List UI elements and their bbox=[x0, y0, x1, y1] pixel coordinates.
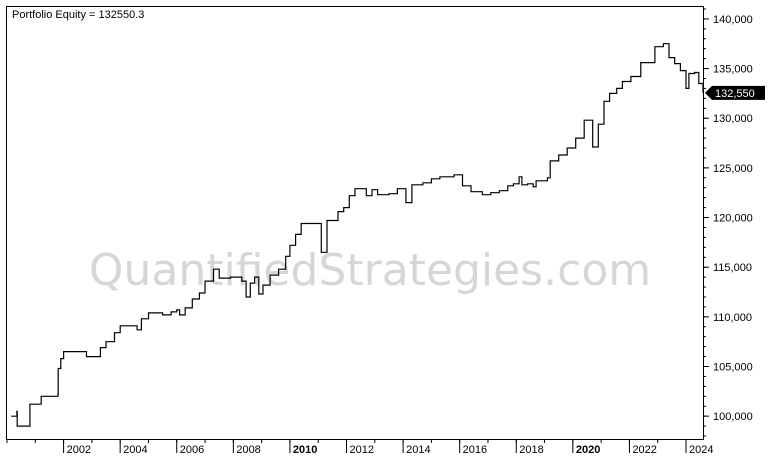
x-tick-label: 2020 bbox=[576, 444, 600, 456]
y-tick-label: 100,000 bbox=[713, 411, 753, 423]
last-value-badge bbox=[705, 85, 765, 100]
x-tick-label: 2012 bbox=[350, 444, 374, 456]
y-tick-label: 140,000 bbox=[713, 14, 753, 26]
y-axis: 100,000 105,000 110,000 115,000 120,000 125,0… bbox=[703, 8, 753, 437]
equity-series-line bbox=[11, 43, 704, 427]
last-value-marker: 132,550 bbox=[705, 85, 765, 100]
series-group bbox=[11, 43, 704, 427]
x-tick-label: 2024 bbox=[689, 444, 713, 456]
x-axis: 2002 2004 2006 2008 2010 2012 2014 2016 2018 2020… bbox=[6, 439, 714, 456]
x-tick-label: 2006 bbox=[180, 444, 204, 456]
x-tick-label: 2004 bbox=[123, 444, 147, 456]
x-tick-label: 2008 bbox=[236, 444, 260, 456]
y-tick-label: 135,000 bbox=[713, 64, 753, 76]
x-tick-label: 2010 bbox=[293, 444, 317, 456]
x-tick-label: 2016 bbox=[463, 444, 487, 456]
y-tick-label: 110,000 bbox=[713, 312, 752, 324]
y-tick-label: 130,000 bbox=[713, 113, 753, 125]
y-tick-label: 105,000 bbox=[713, 362, 753, 374]
y-tick-label: 125,000 bbox=[713, 163, 753, 175]
x-tick-label: 2014 bbox=[406, 444, 430, 456]
chart-title: Portfolio Equity = 132550.3 bbox=[12, 9, 144, 21]
x-tick-label: 2002 bbox=[67, 444, 91, 456]
last-value-label: 132,550 bbox=[715, 88, 755, 100]
x-tick-label: 2022 bbox=[632, 444, 656, 456]
plot-area-frame bbox=[6, 6, 704, 440]
x-tick-label: 2018 bbox=[519, 444, 543, 456]
watermark-text: QuantifiedStrategies.com bbox=[89, 245, 651, 296]
y-tick-label: 120,000 bbox=[713, 213, 753, 225]
y-tick-label: 115,000 bbox=[713, 262, 752, 274]
